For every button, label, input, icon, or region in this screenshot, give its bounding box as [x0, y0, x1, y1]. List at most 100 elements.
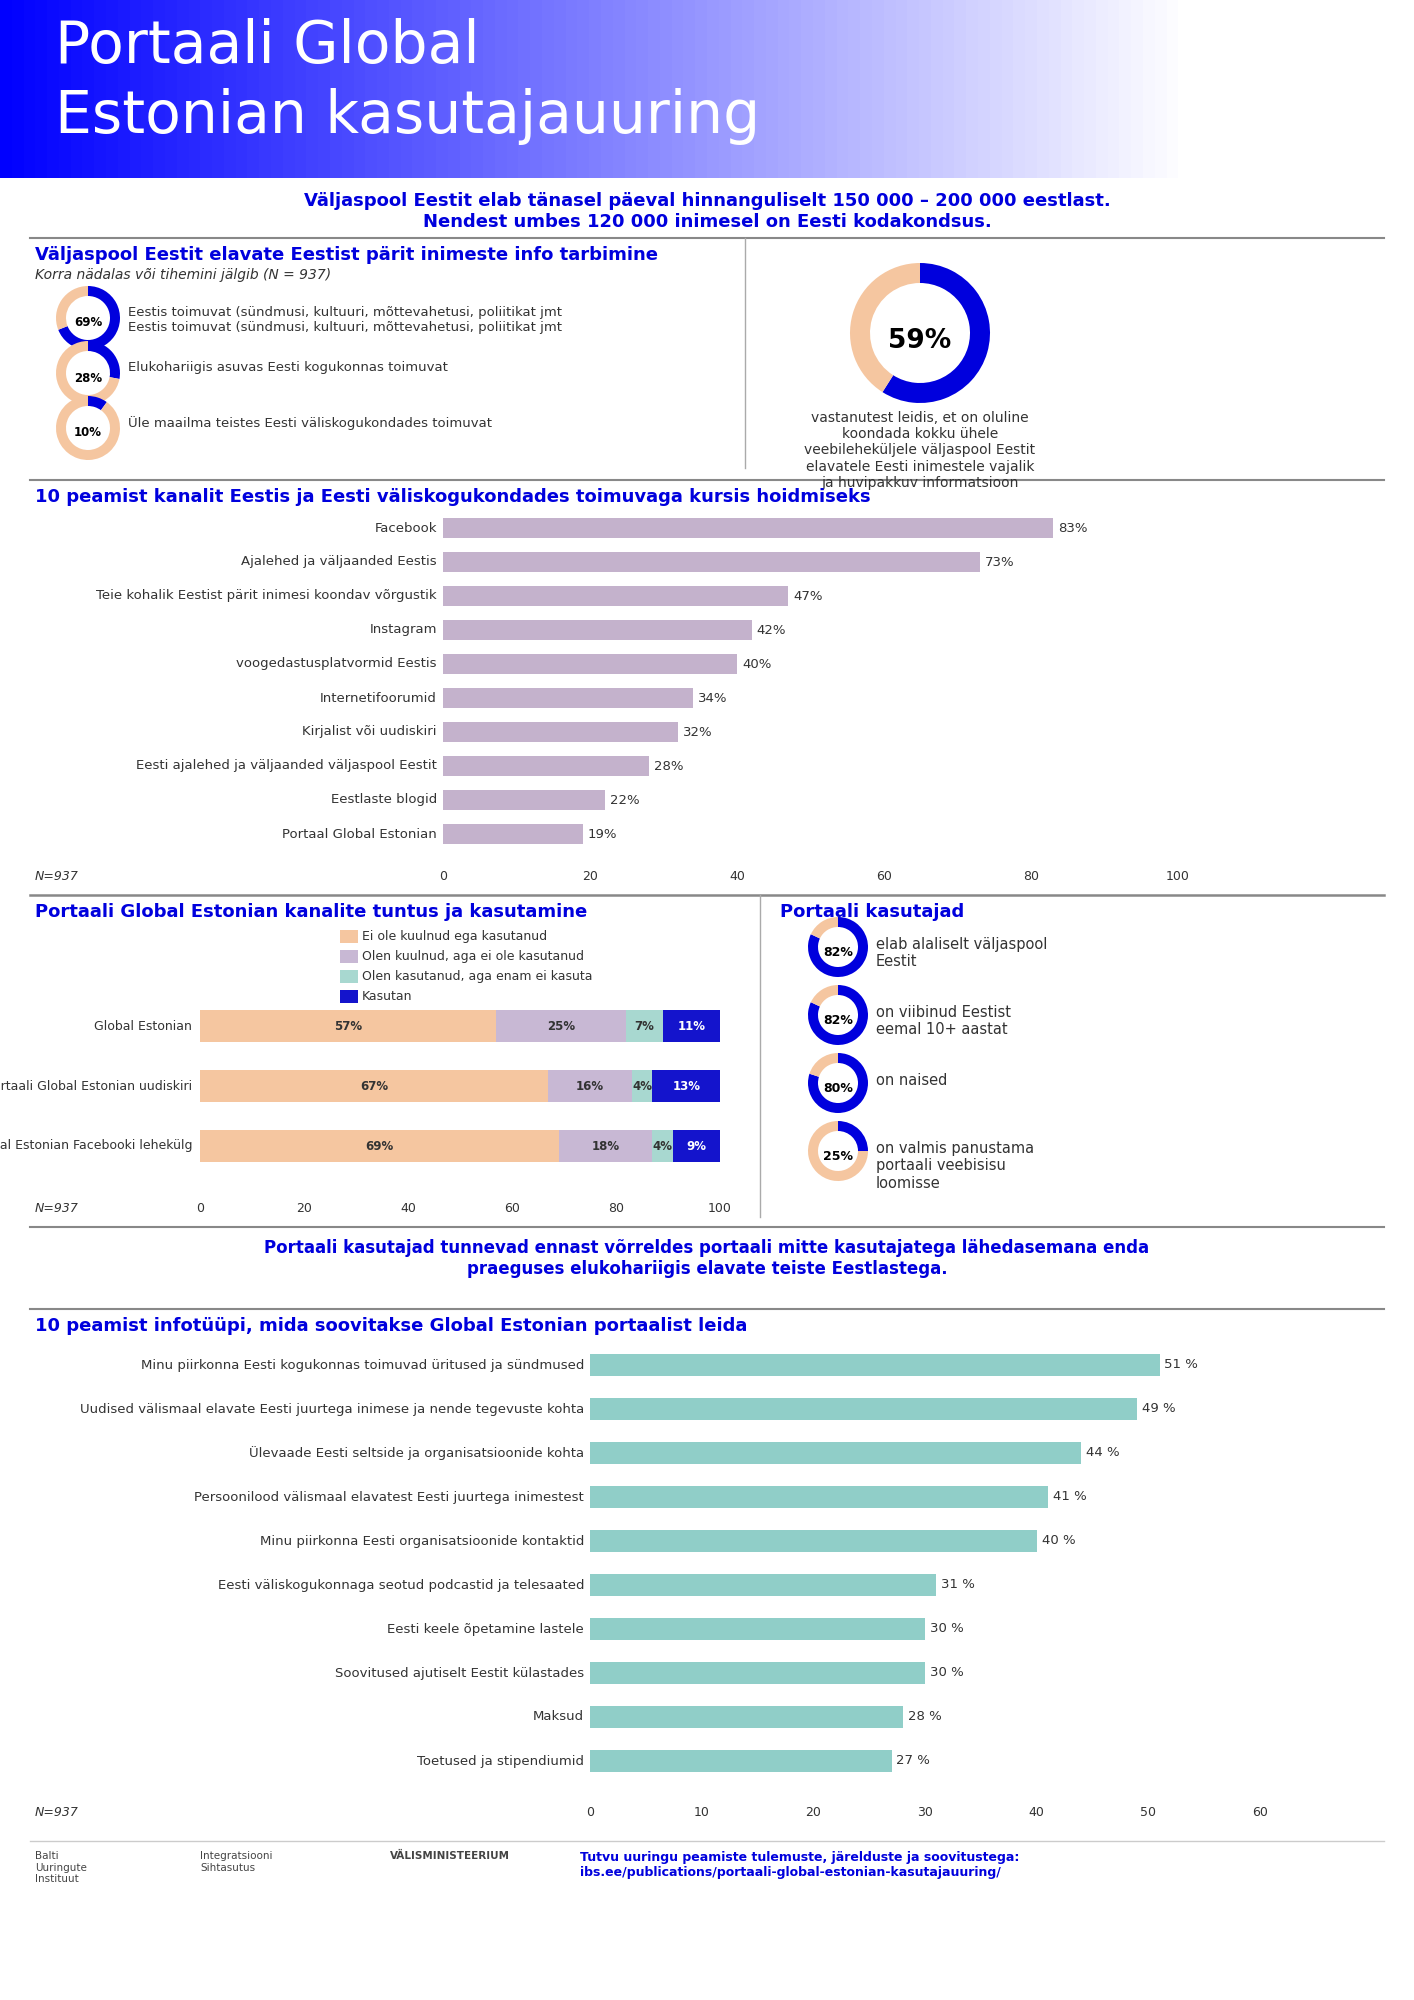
- Wedge shape: [809, 1052, 839, 1076]
- Text: Portaali Global Estonian Facebooki lehekülg: Portaali Global Estonian Facebooki lehek…: [0, 1140, 192, 1152]
- Bar: [590, 1574, 936, 1596]
- Text: 28%: 28%: [653, 760, 683, 772]
- Text: Instagram: Instagram: [369, 624, 437, 636]
- Bar: [443, 654, 737, 674]
- Bar: [1226, 0, 1239, 178]
- Text: voogedastusplatvormid Eestis: voogedastusplatvormid Eestis: [236, 658, 437, 670]
- Bar: [443, 552, 980, 572]
- Bar: [943, 0, 956, 178]
- Bar: [1014, 0, 1027, 178]
- Bar: [766, 0, 779, 178]
- Text: Estonian kasutajauuring: Estonian kasutajauuring: [55, 88, 761, 146]
- Text: Minu piirkonna Eesti kogukonnas toimuvad üritused ja sündmused: Minu piirkonna Eesti kogukonnas toimuvad…: [140, 1358, 584, 1372]
- Bar: [625, 0, 638, 178]
- Wedge shape: [57, 286, 88, 330]
- Text: 30: 30: [918, 1806, 933, 1820]
- Bar: [188, 0, 201, 178]
- Text: Eesti keele õpetamine lastele: Eesti keele õpetamine lastele: [387, 1622, 584, 1636]
- Text: 32%: 32%: [683, 726, 713, 738]
- Bar: [837, 0, 850, 178]
- Bar: [484, 0, 496, 178]
- Bar: [1025, 0, 1038, 178]
- Text: Kirjalist või uudiskiri: Kirjalist või uudiskiri: [303, 726, 437, 738]
- Text: Olen kuulnud, aga ei ole kasutanud: Olen kuulnud, aga ei ole kasutanud: [362, 950, 584, 964]
- Bar: [389, 0, 402, 178]
- Bar: [1107, 0, 1120, 178]
- Text: N=937: N=937: [35, 1806, 79, 1820]
- Bar: [443, 518, 1053, 538]
- Bar: [1319, 0, 1332, 178]
- Text: Global Estonian: Global Estonian: [95, 1020, 192, 1032]
- Text: 27 %: 27 %: [896, 1754, 930, 1768]
- Bar: [612, 0, 625, 178]
- Bar: [199, 1130, 559, 1162]
- Text: VÄLISMINISTEERIUM: VÄLISMINISTEERIUM: [390, 1852, 510, 1862]
- Bar: [789, 0, 802, 178]
- Text: 20: 20: [806, 1806, 822, 1820]
- Bar: [590, 1530, 1036, 1552]
- Wedge shape: [57, 340, 119, 404]
- Text: on valmis panustama
portaali veebisisu
loomisse: on valmis panustama portaali veebisisu l…: [877, 1140, 1034, 1190]
- Bar: [1036, 0, 1049, 178]
- Text: Nendest umbes 120 000 inimesel on Eesti kodakondsus.: Nendest umbes 120 000 inimesel on Eesti …: [423, 212, 991, 230]
- Text: Portaali Global Estonian uudiskiri: Portaali Global Estonian uudiskiri: [0, 1080, 192, 1092]
- Text: 67%: 67%: [361, 1080, 389, 1092]
- Text: 49 %: 49 %: [1143, 1402, 1176, 1416]
- Text: 57%: 57%: [334, 1020, 362, 1032]
- Text: 22%: 22%: [609, 794, 639, 806]
- Bar: [652, 1070, 720, 1102]
- Bar: [590, 1618, 925, 1640]
- Bar: [1001, 0, 1014, 178]
- Bar: [919, 0, 932, 178]
- Wedge shape: [58, 286, 120, 350]
- Bar: [339, 930, 358, 944]
- Text: 4%: 4%: [632, 1080, 652, 1092]
- Bar: [990, 0, 1003, 178]
- Text: Ei ole kuulnud ega kasutanud: Ei ole kuulnud ega kasutanud: [362, 930, 547, 944]
- Wedge shape: [807, 1120, 868, 1180]
- Bar: [1213, 0, 1226, 178]
- Text: 40%: 40%: [742, 658, 772, 670]
- Bar: [1049, 0, 1062, 178]
- Text: Portaal Global Estonian: Portaal Global Estonian: [283, 828, 437, 840]
- Bar: [683, 0, 696, 178]
- Text: 11%: 11%: [677, 1020, 706, 1032]
- Text: Integratsiooni
Sihtasutus: Integratsiooni Sihtasutus: [199, 1852, 273, 1872]
- Bar: [1367, 0, 1380, 178]
- Text: 10 peamist infotüüpi, mida soovitakse Global Estonian portaalist leida: 10 peamist infotüüpi, mida soovitakse Gl…: [35, 1316, 748, 1336]
- Bar: [1249, 0, 1261, 178]
- Bar: [339, 950, 358, 964]
- Wedge shape: [810, 916, 839, 938]
- Bar: [707, 0, 720, 178]
- Bar: [443, 756, 649, 776]
- Text: 82%: 82%: [823, 1014, 853, 1026]
- Bar: [1284, 0, 1297, 178]
- Text: Eesti ajalehed ja väljaanded väljaspool Eestit: Eesti ajalehed ja väljaanded väljaspool …: [136, 760, 437, 772]
- Text: Portaali Global Estonian kanalite tuntus ja kasutamine: Portaali Global Estonian kanalite tuntus…: [35, 904, 587, 920]
- Bar: [590, 1354, 1159, 1376]
- Bar: [1379, 0, 1391, 178]
- Bar: [130, 0, 143, 178]
- Text: Maksud: Maksud: [533, 1710, 584, 1724]
- Text: Olen kasutanud, aga enam ei kasuta: Olen kasutanud, aga enam ei kasuta: [362, 970, 592, 982]
- Wedge shape: [839, 1120, 868, 1152]
- Text: Portaali Global: Portaali Global: [55, 18, 479, 74]
- Text: 25%: 25%: [547, 1020, 575, 1032]
- Bar: [1403, 0, 1414, 178]
- Bar: [663, 1010, 720, 1042]
- Bar: [601, 0, 614, 178]
- Bar: [0, 0, 13, 178]
- Text: Balti
Uuringute
Instituut: Balti Uuringute Instituut: [35, 1852, 86, 1884]
- Bar: [1060, 0, 1073, 178]
- Text: 7%: 7%: [635, 1020, 655, 1032]
- Bar: [549, 1070, 632, 1102]
- Bar: [460, 0, 472, 178]
- Bar: [673, 1130, 720, 1162]
- Text: Internetifoorumid: Internetifoorumid: [320, 692, 437, 704]
- Text: Ülevaade Eesti seltside ja organisatsioonide kohta: Ülevaade Eesti seltside ja organisatsioo…: [249, 1446, 584, 1460]
- Bar: [590, 1706, 902, 1728]
- Text: Eestis toimuvat (sündmusi, kultuuri, mõttevahetusi, poliitikat jmt
Eestis toimuv: Eestis toimuvat (sündmusi, kultuuri, mõt…: [129, 306, 561, 334]
- Bar: [1191, 0, 1203, 178]
- Text: on naised: on naised: [877, 1072, 947, 1088]
- Bar: [872, 0, 885, 178]
